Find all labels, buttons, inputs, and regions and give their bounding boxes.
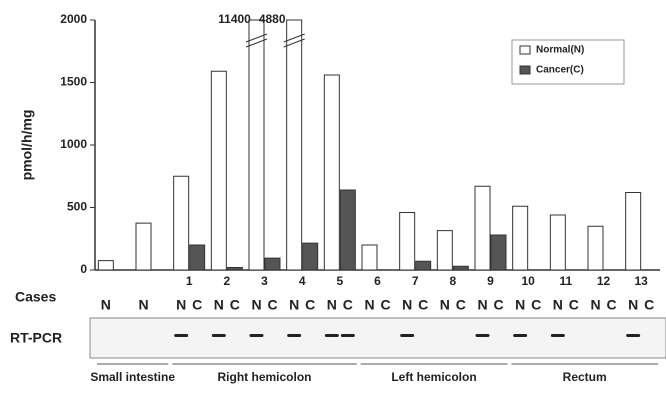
lane-label: N [101, 297, 111, 313]
value-label: 11400 [218, 12, 251, 26]
lane-label: N [628, 297, 638, 313]
lane-label: N [251, 297, 261, 313]
lane-label: N [440, 297, 450, 313]
lane-label: C [267, 297, 277, 313]
bar [491, 235, 506, 270]
lane-label: C [644, 297, 654, 313]
lane-label: N [477, 297, 487, 313]
x-tick-label: 10 [521, 274, 535, 288]
bar [98, 261, 113, 270]
bar [550, 215, 565, 270]
lane-label: N [402, 297, 412, 313]
x-tick-label: 9 [487, 274, 494, 288]
lane-label: C [305, 297, 315, 313]
lane-label: C [418, 297, 428, 313]
cases-label: Cases [15, 289, 56, 305]
bar [249, 20, 264, 270]
rtpcr-label: RT-PCR [10, 330, 62, 346]
group-label: Right hemicolon [218, 370, 312, 384]
bar [475, 186, 490, 270]
y-tick-label: 500 [67, 200, 87, 214]
x-tick-label: 2 [223, 274, 230, 288]
x-tick-label: 7 [412, 274, 419, 288]
gel-band [400, 334, 414, 337]
lane-label: C [456, 297, 466, 313]
lane-label: C [531, 297, 541, 313]
value-label: 4880 [259, 12, 286, 26]
bar [324, 75, 339, 270]
lane-label: N [327, 297, 337, 313]
x-tick-label: 11 [559, 274, 572, 288]
bar [287, 20, 302, 270]
gel-band [212, 334, 226, 337]
x-tick-label: 13 [634, 274, 648, 288]
gel-band [341, 334, 355, 337]
gel-band [476, 334, 490, 337]
lane-label: C [380, 297, 390, 313]
lane-label: C [192, 297, 202, 313]
x-tick-label: 12 [597, 274, 611, 288]
x-tick-label: 5 [336, 274, 343, 288]
group-label: Rectum [563, 370, 607, 384]
gel-band [174, 334, 188, 337]
y-tick-label: 2000 [60, 12, 87, 26]
legend-swatch [520, 66, 530, 74]
x-tick-label: 6 [374, 274, 381, 288]
bar [437, 231, 452, 270]
x-tick-label: 3 [261, 274, 268, 288]
bar [453, 266, 468, 270]
bar [626, 193, 641, 271]
lane-label: N [176, 297, 186, 313]
lane-label: N [289, 297, 299, 313]
gel-band [287, 334, 301, 337]
gel-band [325, 334, 339, 337]
bar [303, 243, 318, 270]
bar [340, 190, 355, 270]
lane-label: C [230, 297, 240, 313]
group-label: Small intestine [90, 370, 175, 384]
gel-band [626, 334, 640, 337]
y-tick-label: 1500 [60, 75, 87, 89]
gel [90, 318, 666, 358]
x-tick-label: 8 [449, 274, 456, 288]
bar [416, 261, 431, 270]
x-tick-label: 1 [186, 274, 193, 288]
bar [265, 258, 280, 270]
lane-label: C [493, 297, 503, 313]
gel-band [513, 334, 527, 337]
lane-label: N [590, 297, 600, 313]
bar [227, 268, 242, 271]
legend-label: Cancer(C) [536, 65, 584, 76]
lane-label: N [515, 297, 525, 313]
x-tick-label: 4 [299, 274, 306, 288]
legend-label: Normal(N) [536, 45, 584, 56]
bar [136, 223, 151, 270]
lane-label: N [364, 297, 374, 313]
lane-label: C [569, 297, 579, 313]
y-tick-label: 1000 [60, 137, 87, 151]
gel-band [250, 334, 264, 337]
legend-swatch [520, 46, 530, 54]
lane-label: N [553, 297, 563, 313]
lane-label: N [214, 297, 224, 313]
y-axis-label: pmol/h/mg [19, 110, 35, 181]
gel-band [551, 334, 565, 337]
bar [400, 213, 415, 271]
bar [174, 176, 189, 270]
bar [211, 71, 226, 270]
bar [362, 245, 377, 270]
chart: pmol/h/mg Cases RT-PCR 0 500 1000 1500 2000 N… [0, 0, 666, 398]
y-tick-label: 0 [80, 262, 87, 276]
lane-label: C [343, 297, 353, 313]
lane-label: N [138, 297, 148, 313]
bar [513, 206, 528, 270]
bar [588, 226, 603, 270]
group-label: Left hemicolon [391, 370, 476, 384]
bar [190, 245, 205, 270]
lane-label: C [606, 297, 616, 313]
